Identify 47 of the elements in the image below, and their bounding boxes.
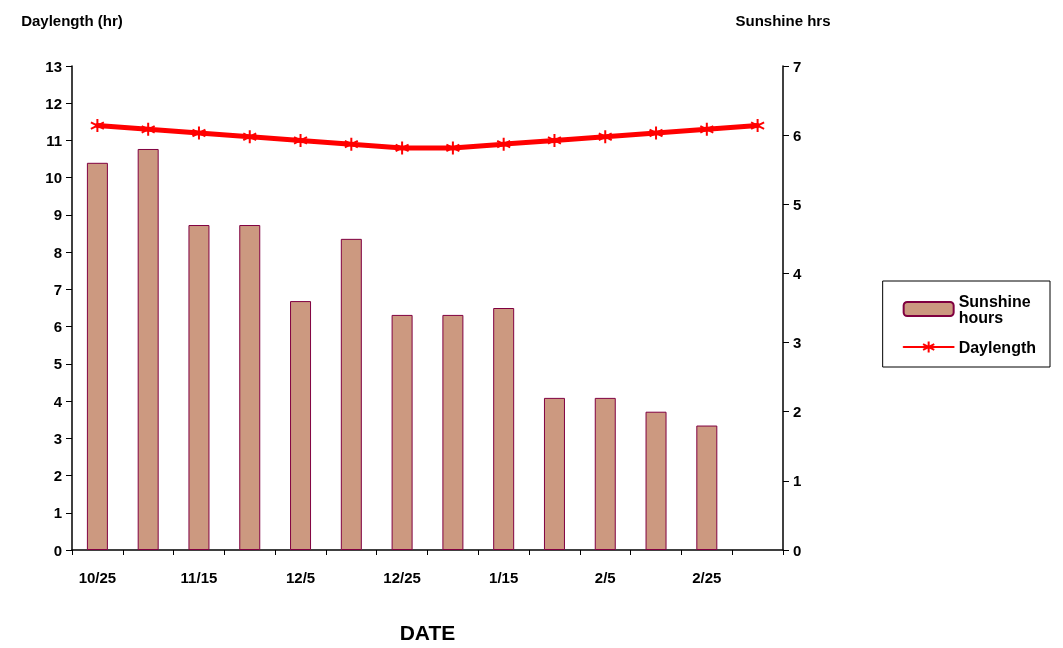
bar: [137, 148, 159, 550]
y-axis-title: Daylength (hr): [21, 12, 123, 29]
x-tick-label: 2/5: [594, 569, 616, 586]
y2-tick-label: 7: [793, 57, 802, 75]
y-tick-label: 2: [53, 467, 62, 485]
y-tick-label: 3: [53, 429, 62, 447]
y2-tick-label: 1: [793, 472, 802, 490]
bar: [493, 308, 515, 550]
bar: [188, 225, 210, 550]
bar: [696, 425, 718, 550]
bar: [594, 397, 616, 550]
y-tick-label: 7: [53, 280, 62, 298]
y-tick-label: 5: [53, 355, 62, 373]
y-tick-label: 8: [53, 243, 62, 261]
legend-label: Sunshine hours: [958, 292, 1036, 326]
legend-label: Daylength: [958, 338, 1036, 356]
bar: [442, 314, 464, 550]
x-tick-label: 10/25: [78, 569, 117, 586]
y-tick-label: 11: [46, 131, 62, 149]
bar: [645, 411, 667, 550]
y-tick-label: 9: [53, 206, 62, 224]
y2-tick-label: 0: [793, 541, 802, 559]
y2-tick-label: 6: [793, 126, 802, 144]
bar: [86, 162, 108, 550]
x-tick-label: 1/15: [489, 569, 519, 586]
y-tick-label: 4: [53, 392, 63, 410]
y2-tick-label: 3: [793, 334, 802, 352]
y-tick-label: 10: [45, 169, 62, 187]
x-tick-label: 12/25: [383, 569, 421, 586]
y2-tick-label: 4: [793, 264, 802, 282]
x-tick-label: 12/5: [285, 569, 316, 586]
x-tick-label: 2/25: [692, 569, 722, 586]
y-tick-label: 0: [53, 541, 62, 559]
bar: [391, 314, 413, 550]
x-tick-label: 11/15: [180, 569, 218, 586]
x-axis-title: DATE: [399, 621, 456, 644]
y2-tick-label: 5: [793, 195, 802, 213]
bar: [290, 301, 312, 550]
y-tick-label: 1: [53, 504, 62, 522]
bar: [239, 225, 261, 550]
y2-tick-label: 2: [793, 403, 802, 421]
y-tick-label: 12: [45, 94, 62, 112]
bar: [543, 397, 565, 550]
bar: [340, 238, 362, 550]
y-tick-label: 6: [53, 318, 62, 336]
y-tick-label: 13: [45, 57, 62, 75]
y2-axis-title: Sunshine hrs: [735, 12, 831, 29]
